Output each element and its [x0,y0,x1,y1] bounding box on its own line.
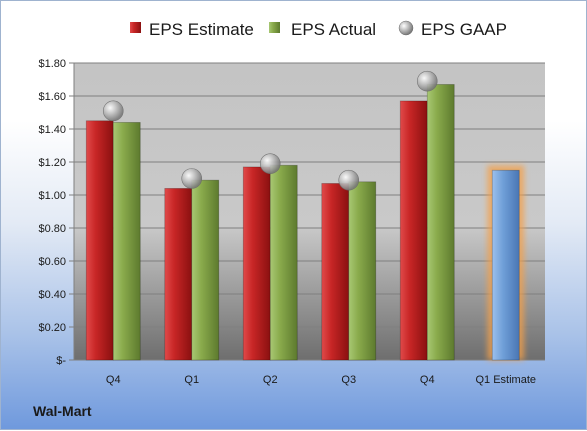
legend-label: EPS GAAP [421,20,507,39]
eps-estimate-bar [321,183,350,361]
x-tick-label: Q3 [341,374,356,386]
x-tick-label: Q1 [184,374,199,386]
y-tick-label: $0.60 [38,256,66,268]
x-tick-label: Q1 Estimate [475,374,536,386]
eps-actual-bar [191,179,220,361]
x-tick-label: Q4 [106,374,121,386]
eps-actual-bar [348,181,377,361]
plot-area [74,63,545,360]
y-tick-label: $1.20 [38,157,66,169]
eps-estimate-bar [164,187,193,361]
legend-label: EPS Estimate [149,20,254,39]
legend-label: EPS Actual [291,20,376,39]
legend-swatch [398,20,414,36]
eps-gaap-marker [181,168,203,189]
company-name: Wal-Mart [33,403,92,419]
eps-estimate-next-bar [491,169,520,361]
eps-gaap-marker [259,153,281,174]
eps-actual-bar [112,122,141,361]
y-tick-label: $0.80 [38,223,66,235]
y-tick-label: $1.80 [38,58,66,70]
legend-swatch [269,22,280,33]
eps-estimate-bar [399,100,428,361]
y-tick-label: $1.60 [38,91,66,103]
eps-estimate-bar [242,166,271,361]
eps-actual-bar [269,164,298,361]
eps-gaap-marker [338,169,360,191]
eps-estimate-bar [85,120,114,361]
y-tick-label: $1.40 [38,124,66,136]
legend: EPS Estimate EPS Actual EPS GAAP [130,20,507,39]
eps-actual-bar [426,84,455,361]
x-tick-label: Q4 [420,374,435,386]
y-tick-label: $0.20 [38,322,66,334]
legend-swatch [130,22,141,33]
y-tick-label: $1.00 [38,190,66,202]
y-tick-label: $- [56,355,66,367]
eps-gaap-marker [102,100,124,122]
eps-gaap-marker [416,70,438,92]
y-tick-label: $0.40 [38,289,66,301]
x-tick-label: Q2 [263,374,278,386]
